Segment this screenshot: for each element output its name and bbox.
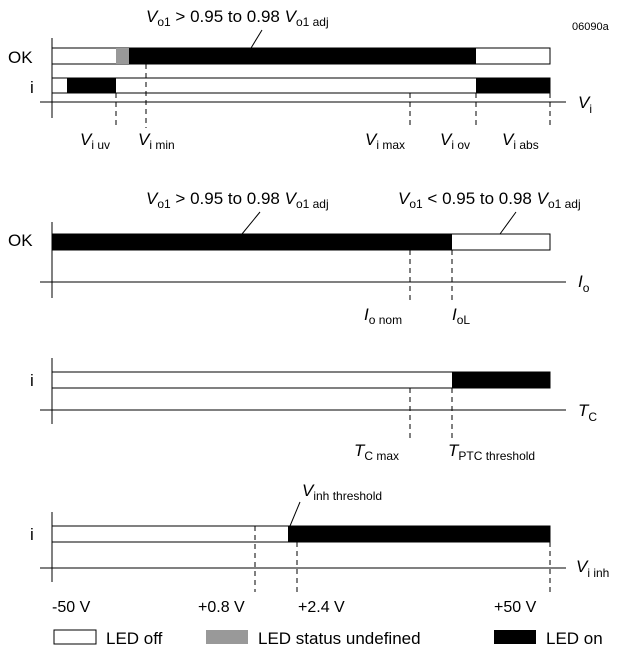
panel-case-temperature: i TC TC max TPTC threshold [30, 358, 597, 463]
i-bar-on-low [67, 78, 116, 93]
marker-label-vi-min: Vi min [138, 130, 175, 152]
marker-label-vi-ov: Vi ov [440, 130, 470, 152]
i-bar-on [452, 372, 550, 388]
legend-swatch-on [494, 630, 536, 644]
marker-label-tptc: TPTC threshold [448, 441, 535, 463]
row-label-i: i [30, 78, 34, 97]
axis-label-vi: Vi [578, 93, 592, 116]
row-label-ok: OK [8, 231, 33, 250]
ok-bar-undefined [116, 48, 129, 64]
axis-label-tc: TC [578, 401, 597, 424]
axis-vi [40, 38, 566, 118]
legend-label-on: LED on [546, 629, 603, 648]
axis-tc [40, 358, 566, 424]
tick-label-0-8v: +0.8 V [198, 599, 245, 616]
axis-label-io: Io [578, 272, 590, 295]
ok-bar-on [129, 48, 476, 64]
i-bar-on [288, 526, 550, 542]
annotation-leader [289, 501, 301, 527]
i-bar-on-high [476, 78, 550, 93]
annotation-vo1-low-right: Vo1 < 0.95 to 0.98 Vo1 adj [398, 189, 581, 211]
marker-label-vi-abs: Vi abs [502, 130, 539, 152]
tick-label-2-4v: +2.4 V [298, 599, 345, 616]
row-label-i: i [30, 525, 34, 544]
tick-label-50v: +50 V [494, 599, 537, 616]
figure-id: 06090a [572, 21, 610, 33]
tick-label-minus-50v: -50 V [52, 599, 91, 616]
marker-label-io-nom: Io nom [364, 305, 402, 327]
axis-label-vi-inh: Vi inh [576, 557, 609, 580]
axis-io [40, 222, 566, 298]
annotation-leader-right [499, 211, 517, 235]
legend: LED off LED status undefined LED on [53, 629, 603, 648]
ok-bar-on [52, 234, 452, 250]
annotation-vo1-ok-left: Vo1 > 0.95 to 0.98 Vo1 adj [146, 189, 329, 211]
marker-label-iol: IoL [452, 305, 470, 327]
axis-vi-inh [40, 512, 566, 582]
row-label-ok: OK [8, 48, 33, 67]
legend-swatch-off [53, 629, 97, 645]
row-label-i: i [30, 371, 34, 390]
annotation-leader-left [241, 211, 261, 235]
annotation-vo1-ok: Vo1 > 0.95 to 0.98 Vo1 adj [146, 7, 329, 29]
i-bar-off [51, 77, 551, 94]
marker-label-vi-max: Vi max [365, 130, 405, 152]
panel-output-current: Vo1 > 0.95 to 0.98 Vo1 adj Vo1 < 0.95 to… [8, 189, 590, 327]
marker-label-vi-uv: Vi uv [80, 130, 110, 152]
annotation-vinh-threshold: Vinh threshold [302, 481, 382, 503]
legend-label-off: LED off [106, 629, 163, 648]
panel-inhibit-voltage: Vinh threshold i Vi inh -50 V +0.8 V +2.… [30, 481, 609, 616]
legend-label-undefined: LED status undefined [258, 629, 421, 648]
marker-label-tc-max: TC max [354, 441, 399, 463]
legend-swatch-undefined [206, 630, 248, 644]
panel-input-voltage: Vo1 > 0.95 to 0.98 Vo1 adj OK i Vi Vi uv… [8, 7, 592, 152]
